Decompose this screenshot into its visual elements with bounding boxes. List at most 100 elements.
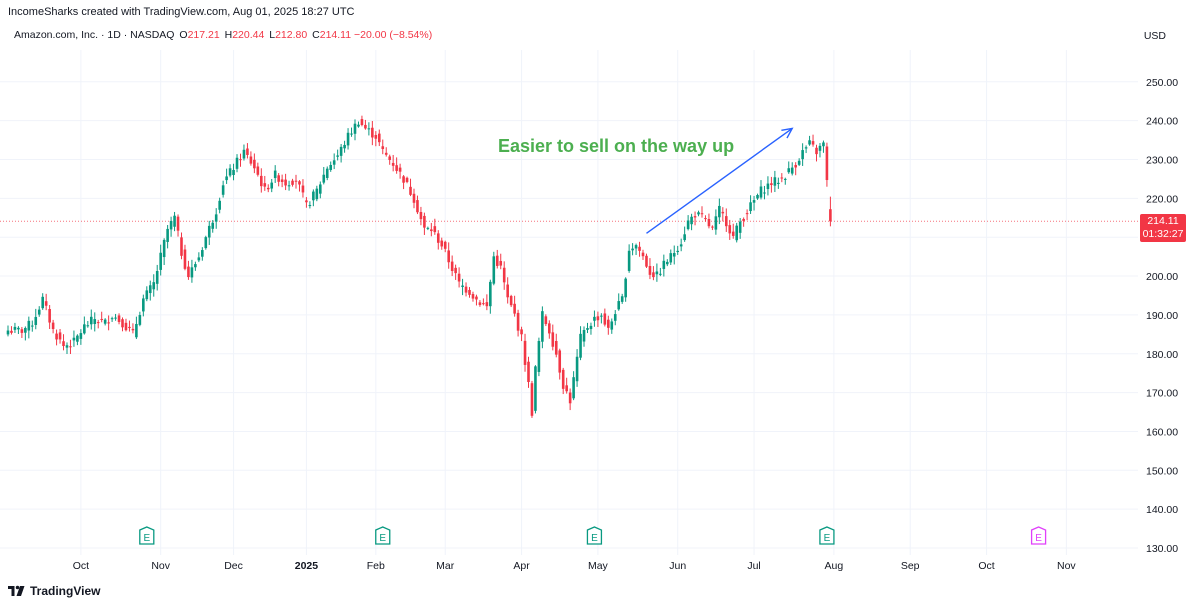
candle-body	[287, 185, 291, 187]
candle-body	[225, 176, 228, 181]
time-axis[interactable]: Oct Nov Dec 2025 Feb Mar Apr May Jun Jul Aug Sep Oct…	[73, 560, 1077, 572]
candle-body	[707, 218, 711, 227]
earnings-marker-icon[interactable]: E	[819, 526, 835, 545]
candle-body	[187, 266, 190, 278]
candle-body	[194, 264, 197, 268]
price-axis[interactable]: 130.00 140.00 150.00 160.00 170.00 180.00 190.…	[1146, 77, 1178, 555]
candle-body	[523, 340, 527, 365]
candle-body	[634, 245, 638, 249]
candle-body	[450, 261, 454, 271]
candle-body	[253, 159, 256, 169]
candle-body	[117, 315, 121, 322]
candle-body	[697, 212, 700, 215]
candle-body	[312, 191, 315, 201]
candle-body	[89, 316, 93, 325]
candle-body	[166, 228, 169, 242]
candle-body	[79, 333, 83, 339]
candle-body	[405, 177, 409, 182]
candle-body	[55, 333, 58, 340]
candle-body	[770, 183, 773, 186]
candle-body	[794, 165, 797, 168]
candle-body	[457, 273, 461, 282]
candle-body	[777, 182, 780, 184]
candle-body	[485, 302, 489, 307]
candle-body	[162, 239, 166, 258]
candle-body	[489, 281, 492, 307]
open-value: 217.21	[187, 29, 220, 41]
candle-body	[13, 326, 17, 330]
annotation-text[interactable]: Easier to sell on the way up	[498, 136, 735, 156]
candle-body	[579, 333, 582, 358]
candle-body	[495, 255, 499, 266]
candle-body	[690, 216, 693, 225]
candle-body	[135, 323, 138, 338]
candle-body	[513, 303, 516, 314]
earnings-marker-icon[interactable]: E	[586, 526, 603, 545]
earnings-marker-icon[interactable]: E	[1030, 526, 1047, 545]
x-tick-label: 2025	[295, 560, 319, 572]
candle-body	[325, 168, 329, 178]
candle-body	[572, 377, 575, 399]
candle-body	[530, 383, 534, 416]
candle-body	[731, 231, 735, 236]
candle-body	[416, 200, 419, 213]
candle-body	[589, 325, 593, 330]
candle-body	[659, 273, 662, 275]
y-tick-label: 170.00	[1146, 388, 1178, 400]
candle-body	[728, 225, 732, 234]
candle-body	[419, 212, 423, 220]
candle-body	[711, 226, 714, 228]
close-value: 214.11	[319, 29, 352, 41]
candle-body	[301, 185, 305, 193]
x-tick-label: Dec	[224, 560, 243, 572]
earnings-marker-label: E	[1035, 533, 1042, 544]
trend-arrow[interactable]	[646, 127, 794, 234]
candle-body	[443, 241, 447, 249]
candle-body	[780, 177, 784, 179]
candle-body	[409, 186, 412, 195]
y-tick-label: 150.00	[1146, 465, 1178, 477]
symbol-legend[interactable]: Amazon.com, Inc. · 1D · NASDAQ O217.21 H…	[14, 29, 432, 41]
candle-body	[822, 142, 825, 147]
candle-body	[554, 340, 558, 355]
y-tick-label: 190.00	[1146, 310, 1178, 322]
candle-body	[62, 341, 65, 347]
earnings-marker-icon[interactable]: E	[375, 526, 391, 545]
tradingview-footer[interactable]: TradingView	[8, 584, 100, 598]
x-tick-label: May	[588, 560, 609, 572]
candle-body	[280, 179, 284, 183]
trend-arrow-line[interactable]	[646, 127, 793, 234]
x-tick-label: Feb	[367, 560, 385, 572]
candle-body	[190, 267, 194, 278]
candle-body	[34, 316, 38, 325]
candle-body	[152, 282, 156, 290]
candle-body	[350, 133, 353, 135]
candle-body	[811, 141, 815, 145]
candle-body	[336, 155, 339, 157]
candle-body	[818, 145, 822, 151]
x-tick-label: Jul	[747, 560, 760, 572]
candle-body	[440, 240, 444, 247]
candle-body	[339, 146, 343, 156]
candle-body	[402, 176, 405, 183]
candle-body	[783, 178, 787, 180]
candle-body	[655, 271, 659, 275]
earnings-marker-icon[interactable]: E	[139, 526, 155, 545]
candle-body	[332, 160, 336, 165]
candle-body	[613, 314, 617, 321]
candle-body	[516, 312, 520, 331]
symbol-name: Amazon.com, Inc. · 1D · NASDAQ	[14, 29, 175, 41]
candle-body	[506, 284, 509, 298]
candle-body	[86, 325, 90, 327]
candle-body	[100, 318, 103, 320]
x-tick-label: Nov	[1057, 560, 1076, 572]
candle-body	[815, 147, 818, 155]
candle-body	[662, 260, 666, 269]
candle-body	[534, 366, 537, 411]
candle-body	[357, 124, 360, 127]
candle-body	[221, 185, 225, 195]
candle-body	[752, 200, 756, 203]
footer-brand: TradingView	[30, 584, 101, 598]
currency-label[interactable]: USD	[1143, 30, 1166, 42]
